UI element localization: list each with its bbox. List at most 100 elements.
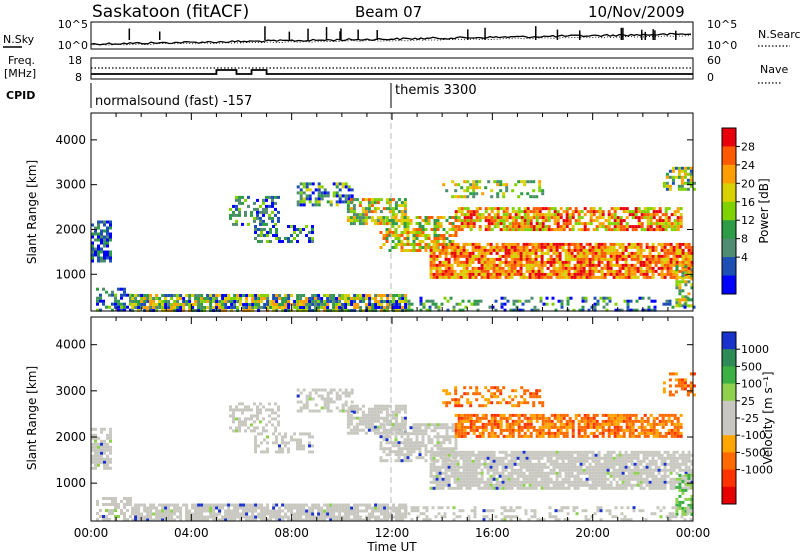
power-y-axis-label: Slant Range [km] [25,160,39,264]
heatmap-cell [506,299,510,303]
heatmap-cell [382,459,386,463]
heatmap-cell [349,210,353,214]
heatmap-cell [468,471,472,475]
heatmap-cell [586,210,590,214]
heatmap-cell [108,518,111,521]
heatmap-cell [502,216,506,220]
heatmap-cell [338,388,342,392]
heatmap-cell [662,181,666,185]
heatmap-cell [397,243,401,246]
heatmap-cell [453,468,457,472]
heatmap-cell [287,506,291,510]
heatmap-cell [391,413,395,417]
heatmap-cell [492,269,496,273]
heatmap-cell [432,260,436,264]
heatmap-cell [489,456,493,460]
heatmap-cell [397,210,401,214]
heatmap-cell [647,308,651,312]
heatmap-cell [645,269,649,273]
heatmap-cell [528,480,532,484]
heatmap-cell [108,497,111,500]
heatmap-cell [534,254,538,258]
heatmap-cell [326,406,330,410]
heatmap-cell [654,260,658,264]
freq-left-tick-bottom: 8 [75,71,82,84]
heatmap-cell [382,237,386,240]
heatmap-cell [94,463,97,467]
heatmap-cell [272,300,276,303]
heatmap-cell [332,518,336,522]
heatmap-cell [350,400,354,404]
heatmap-cell [105,503,108,506]
heatmap-cell [256,405,259,409]
heatmap-cell [341,306,345,309]
heatmap-cell [355,431,359,435]
heatmap-cell [493,225,497,229]
heatmap-cell [385,429,389,433]
heatmap-cell [450,251,454,255]
heatmap-cell [490,210,494,214]
heatmap-cell [648,465,652,469]
heatmap-cell [558,254,562,258]
heatmap-cell [287,237,290,240]
heatmap-cell [197,515,201,519]
heatmap-cell [388,441,392,445]
heatmap-cell [492,450,496,454]
heatmap-cell [486,468,490,472]
heatmap-cell [639,260,643,264]
heatmap-cell [567,453,571,457]
heatmap-cell [637,210,641,214]
heatmap-cell [278,444,281,448]
heatmap-cell [364,425,368,429]
heatmap-cell [465,269,469,273]
heatmap-cell [525,245,529,249]
heatmap-cell [448,426,452,430]
heatmap-cell [677,175,681,179]
heatmap-cell [675,286,679,290]
heatmap-cell [540,263,544,267]
heatmap-cell [492,471,496,475]
heatmap-cell [507,483,511,487]
heatmap-cell [627,474,631,478]
heatmap-cell [302,388,306,392]
heatmap-cell [397,456,401,460]
heatmap-cell [452,308,456,312]
heatmap-cell [538,180,542,184]
heatmap-cell [403,441,407,445]
heatmap-cell [670,228,674,232]
heatmap-cell [120,509,123,512]
heatmap-cell [397,450,401,454]
heatmap-cell [299,409,303,413]
heatmap-cell [634,210,638,214]
heatmap-cell [474,275,478,279]
heatmap-cell [251,509,255,513]
heatmap-cell [534,477,538,481]
heatmap-cell [445,219,449,222]
heatmap-cell [483,248,487,252]
heatmap-cell [338,297,342,300]
heatmap-cell [680,184,684,188]
heatmap-cell [361,422,365,426]
heatmap-cell [356,306,360,309]
heatmap-cell [562,222,566,226]
heatmap-cell [645,245,649,249]
heatmap-cell [628,213,632,217]
heatmap-cell [203,300,207,303]
heatmap-cell [241,420,244,424]
heatmap-cell [512,308,516,312]
heatmap-cell [660,245,664,249]
heatmap-cell [332,306,336,309]
heatmap-cell [486,248,490,252]
heatmap-cell [242,512,246,516]
heatmap-cell [111,293,114,297]
heatmap-cell [350,188,354,192]
heatmap-cell [439,423,443,427]
heatmap-cell [274,195,277,199]
heatmap-cell [663,245,667,249]
heatmap-cell [277,423,280,427]
heatmap-cell [394,438,398,442]
heatmap-cell [613,210,617,214]
heatmap-cell [672,263,676,267]
heatmap-cell [394,459,398,463]
heatmap-cell [97,247,100,251]
